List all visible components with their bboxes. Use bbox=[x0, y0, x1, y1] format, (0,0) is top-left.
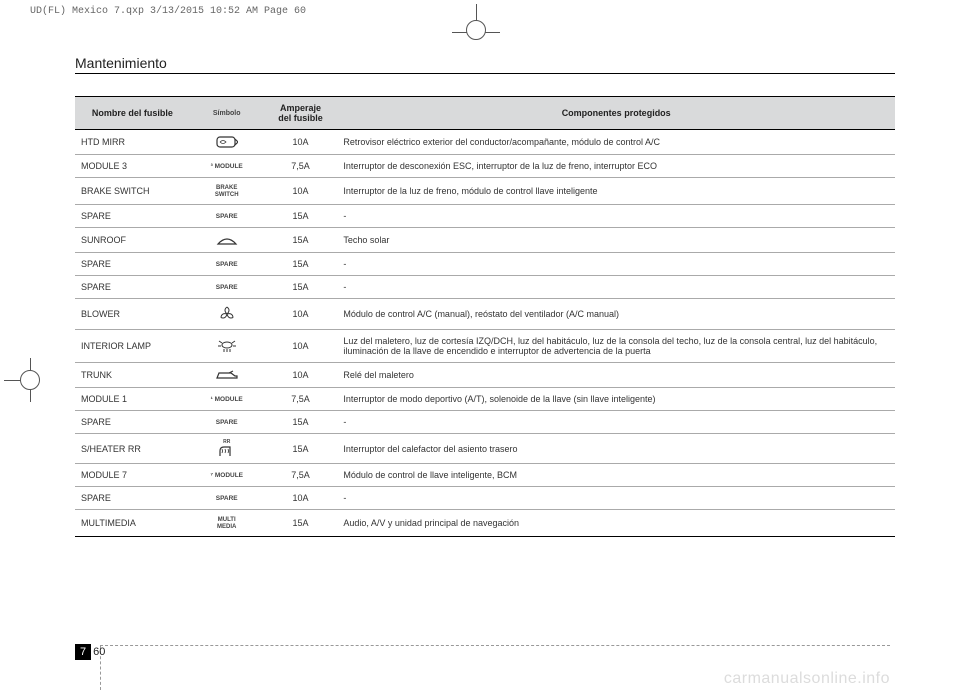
fuse-desc: Interruptor del calefactor del asiento t… bbox=[337, 434, 895, 464]
fuse-amp: 15A bbox=[264, 411, 338, 434]
fuse-amp: 7,5A bbox=[264, 464, 338, 487]
table-row: HTD MIRR 10ARetrovisor eléctrico exterior… bbox=[75, 130, 895, 155]
fuse-name: MODULE 7 bbox=[75, 464, 190, 487]
fuse-symbol-icon: ³ MODULE bbox=[190, 155, 264, 178]
fuse-amp: 15A bbox=[264, 276, 338, 299]
section-title: Mantenimiento bbox=[75, 55, 895, 74]
table-row: BRAKE SWITCHBRAKE SWITCH10AInterruptor d… bbox=[75, 178, 895, 205]
fuse-amp: 10A bbox=[264, 299, 338, 330]
fuse-name: SPARE bbox=[75, 411, 190, 434]
fuse-name: SPARE bbox=[75, 253, 190, 276]
table-row: SPARESPARE15A- bbox=[75, 253, 895, 276]
table-row: MULTIMEDIAMULTI MEDIA15AAudio, A/V y uni… bbox=[75, 510, 895, 537]
fuse-symbol-icon: MULTI MEDIA bbox=[190, 510, 264, 537]
fuse-symbol-icon bbox=[190, 363, 264, 388]
fuse-name: MULTIMEDIA bbox=[75, 510, 190, 537]
fuse-symbol-icon: SPARE bbox=[190, 411, 264, 434]
fuse-desc: Interruptor de modo deportivo (A/T), sol… bbox=[337, 388, 895, 411]
dash-line bbox=[100, 645, 890, 646]
table-row: MODULE 3³ MODULE7,5AInterruptor de desco… bbox=[75, 155, 895, 178]
chapter-number: 7 bbox=[75, 644, 91, 660]
fuse-symbol-icon bbox=[190, 130, 264, 155]
fuse-symbol-icon: BRAKE SWITCH bbox=[190, 178, 264, 205]
fuse-desc: - bbox=[337, 205, 895, 228]
fuse-name: BLOWER bbox=[75, 299, 190, 330]
col-header-desc: Componentes protegidos bbox=[337, 97, 895, 130]
page-number: 60 bbox=[93, 646, 105, 658]
fuse-desc: Techo solar bbox=[337, 228, 895, 253]
fuse-symbol-icon bbox=[190, 228, 264, 253]
fuse-symbol-icon bbox=[190, 330, 264, 363]
fuse-desc: Retrovisor eléctrico exterior del conduc… bbox=[337, 130, 895, 155]
fuse-desc: - bbox=[337, 411, 895, 434]
watermark: carmanualsonline.info bbox=[724, 670, 890, 688]
table-row: MODULE 7⁷ MODULE7,5AMódulo de control de… bbox=[75, 464, 895, 487]
col-header-name: Nombre del fusible bbox=[75, 97, 190, 130]
fuse-symbol-icon: ¹ MODULE bbox=[190, 388, 264, 411]
fuse-amp: 7,5A bbox=[264, 155, 338, 178]
print-header: UD(FL) Mexico 7.qxp 3/13/2015 10:52 AM P… bbox=[30, 6, 306, 17]
table-row: SPARESPARE15A- bbox=[75, 276, 895, 299]
fuse-symbol-icon: SPARE bbox=[190, 253, 264, 276]
table-row: S/HEATER RRRR15AInterruptor del calefact… bbox=[75, 434, 895, 464]
fuse-desc: Relé del maletero bbox=[337, 363, 895, 388]
col-header-amp: Amperaje del fusible bbox=[264, 97, 338, 130]
table-row: SPARESPARE10A- bbox=[75, 487, 895, 510]
fuse-name: BRAKE SWITCH bbox=[75, 178, 190, 205]
fuse-symbol-icon bbox=[190, 299, 264, 330]
fuse-desc: - bbox=[337, 276, 895, 299]
fuse-name: SUNROOF bbox=[75, 228, 190, 253]
fuse-name: MODULE 3 bbox=[75, 155, 190, 178]
fuse-amp: 15A bbox=[264, 228, 338, 253]
fuse-desc: - bbox=[337, 253, 895, 276]
fuse-amp: 10A bbox=[264, 363, 338, 388]
fuse-name: SPARE bbox=[75, 205, 190, 228]
fuse-symbol-icon: SPARE bbox=[190, 487, 264, 510]
fuse-name: HTD MIRR bbox=[75, 130, 190, 155]
fuse-name: INTERIOR LAMP bbox=[75, 330, 190, 363]
crop-mark bbox=[20, 370, 40, 390]
fuse-desc: - bbox=[337, 487, 895, 510]
fuse-symbol-icon: SPARE bbox=[190, 276, 264, 299]
fuse-amp: 10A bbox=[264, 330, 338, 363]
fuse-symbol-icon: ⁷ MODULE bbox=[190, 464, 264, 487]
fuse-name: SPARE bbox=[75, 276, 190, 299]
fuse-symbol-icon: RR bbox=[190, 434, 264, 464]
table-row: TRUNK 10ARelé del maletero bbox=[75, 363, 895, 388]
col-header-symbol: Símbolo bbox=[190, 97, 264, 130]
fuse-name: SPARE bbox=[75, 487, 190, 510]
fuse-desc: Módulo de control A/C (manual), reóstato… bbox=[337, 299, 895, 330]
fuse-desc: Interruptor de desconexión ESC, interrup… bbox=[337, 155, 895, 178]
fuse-desc: Luz del maletero, luz de cortesía IZQ/DC… bbox=[337, 330, 895, 363]
fuse-amp: 15A bbox=[264, 434, 338, 464]
crop-mark bbox=[466, 20, 486, 40]
fuse-amp: 15A bbox=[264, 253, 338, 276]
fuse-amp: 7,5A bbox=[264, 388, 338, 411]
table-row: SPARESPARE15A- bbox=[75, 205, 895, 228]
fuse-table: Nombre del fusible Símbolo Amperaje del … bbox=[75, 96, 895, 537]
fuse-amp: 10A bbox=[264, 130, 338, 155]
page-content: Mantenimiento Nombre del fusible Símbolo… bbox=[75, 55, 895, 537]
fuse-name: MODULE 1 bbox=[75, 388, 190, 411]
table-row: SPARESPARE15A- bbox=[75, 411, 895, 434]
fuse-symbol-icon: SPARE bbox=[190, 205, 264, 228]
fuse-desc: Audio, A/V y unidad principal de navegac… bbox=[337, 510, 895, 537]
fuse-name: TRUNK bbox=[75, 363, 190, 388]
fuse-amp: 10A bbox=[264, 487, 338, 510]
table-row: MODULE 1¹ MODULE7,5AInterruptor de modo … bbox=[75, 388, 895, 411]
fuse-desc: Módulo de control de llave inteligente, … bbox=[337, 464, 895, 487]
fuse-name: S/HEATER RR bbox=[75, 434, 190, 464]
table-row: SUNROOF 15ATecho solar bbox=[75, 228, 895, 253]
fuse-amp: 10A bbox=[264, 178, 338, 205]
fuse-amp: 15A bbox=[264, 510, 338, 537]
fuse-amp: 15A bbox=[264, 205, 338, 228]
fuse-desc: Interruptor de la luz de freno, módulo d… bbox=[337, 178, 895, 205]
table-row: INTERIOR LAMP 10ALuz del maletero, luz de… bbox=[75, 330, 895, 363]
table-row: BLOWER 10AMódulo de control A/C (manual),… bbox=[75, 299, 895, 330]
page-footer: 760 bbox=[75, 642, 105, 660]
